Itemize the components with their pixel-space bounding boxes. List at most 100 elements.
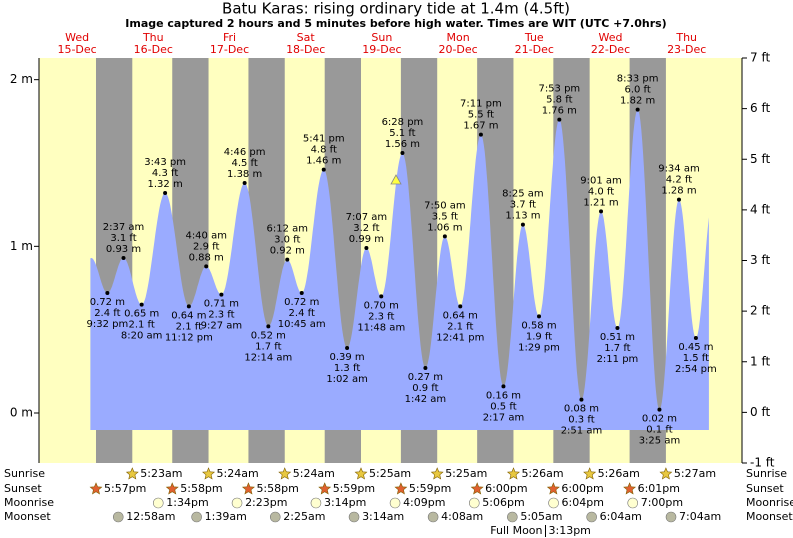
moonset-time: 5:05am	[520, 510, 562, 523]
tide-label: 11:12 pm	[165, 332, 213, 343]
tide-point	[364, 246, 369, 250]
y2-tick-label: 5 ft	[750, 152, 770, 166]
tide-label: 6:28 pm	[382, 117, 424, 128]
tide-point	[139, 302, 144, 307]
tide-point	[219, 292, 224, 297]
sun-icon	[659, 467, 673, 480]
tide-point	[635, 107, 640, 112]
sunset-time: 5:58pm	[180, 482, 222, 495]
tide-label: 10:45 am	[278, 319, 326, 330]
tide-label: 1:29 pm	[518, 342, 560, 353]
tide-label: 0.93 m	[106, 244, 141, 255]
moonrise-icon	[548, 497, 559, 509]
tide-point	[478, 132, 483, 137]
tide-area-group	[90, 109, 709, 430]
tide-label: 1.9 ft	[526, 331, 552, 342]
tide-label: 0.92 m	[270, 246, 305, 257]
moonrise-time: 1:34pm	[166, 496, 208, 509]
chart-subtitle: Image captured 2 hours and 5 minutes bef…	[125, 17, 666, 30]
tide-label: 1.82 m	[620, 96, 655, 107]
tide-label: 1.7 ft	[255, 341, 281, 352]
tide-point	[657, 407, 662, 412]
y-tick-label: 0 m	[10, 406, 33, 420]
row-label: Sunset	[746, 482, 784, 495]
moonset-icon	[427, 511, 439, 523]
moonrise-icon	[389, 497, 401, 509]
tide-label: 11:48 am	[357, 322, 405, 333]
tide-point	[266, 324, 271, 329]
weekday-label: Fri	[223, 31, 236, 44]
moonrise-icon	[627, 497, 639, 509]
date-label: 20-Dec	[438, 43, 477, 56]
weekday-label: Tue	[524, 31, 544, 44]
tide-point	[579, 397, 584, 402]
tide-label: 2.1 ft	[176, 321, 202, 332]
row-label: Moonrise	[746, 496, 793, 509]
tide-label: 7:11 pm	[460, 99, 502, 110]
tide-label: 4.3 ft	[152, 168, 178, 179]
y2-tick-label: 2 ft	[750, 304, 770, 318]
tide-label: 6:12 am	[267, 224, 309, 235]
y2-tick-label: 6 ft	[750, 101, 770, 115]
sunset-time: 6:01pm	[638, 482, 680, 495]
sun-icon	[583, 467, 597, 480]
date-label: 19-Dec	[362, 43, 401, 56]
moonrise-icon	[152, 497, 164, 509]
tide-label: 4.2 ft	[666, 175, 692, 186]
sun-icon	[89, 482, 103, 495]
tide-label: 5.1 ft	[389, 128, 415, 139]
tide-point	[599, 209, 604, 214]
tide-point	[105, 291, 110, 295]
moonset-time: 7:04am	[679, 510, 721, 523]
moonrise-time: 2:23pm	[245, 496, 287, 509]
tide-label: 9:01 am	[580, 175, 622, 186]
tide-point	[458, 304, 463, 309]
tide-label: 9:32 pm	[87, 319, 129, 330]
tide-label: 3.0 ft	[274, 235, 300, 246]
moonrise-time: 6:04pm	[562, 496, 604, 509]
tide-point	[345, 346, 350, 350]
tide-label: 12:41 pm	[436, 332, 484, 343]
tide-label: 7:50 am	[424, 200, 466, 211]
tide-point	[615, 326, 620, 330]
tide-label: 0.9 ft	[412, 383, 438, 394]
tide-label: 0.72 m	[284, 297, 319, 308]
sun-icon	[241, 482, 255, 495]
tide-label: 0.45 m	[678, 342, 713, 353]
tide-label: 0.64 m	[171, 310, 206, 321]
tide-point	[285, 257, 290, 262]
y2-tick-label: 7 ft	[750, 51, 770, 65]
tide-label: 3.1 ft	[110, 233, 136, 244]
tide-label: 2.3 ft	[368, 311, 394, 322]
tide-label: 4:40 am	[185, 230, 227, 241]
sun-icon	[430, 467, 444, 480]
tide-point	[501, 384, 506, 389]
moonset-icon	[348, 511, 360, 523]
tide-point	[299, 291, 304, 295]
tide-label: 2:11 pm	[597, 354, 639, 365]
tide-label: 3:43 pm	[144, 157, 186, 168]
tide-label: 1:02 am	[326, 374, 368, 385]
tide-label: 1.13 m	[505, 211, 540, 222]
moonset-time: 12:58am	[126, 510, 175, 523]
date-label: 21-Dec	[515, 43, 554, 56]
y2-tick-label: -1 ft	[750, 456, 775, 470]
sun-icon	[125, 467, 139, 480]
tide-label: 2.4 ft	[289, 308, 315, 319]
y2-tick-label: 4 ft	[750, 202, 770, 216]
tide-label: 2:51 am	[561, 426, 603, 437]
tide-label: 9:34 am	[658, 164, 700, 175]
tide-label: 12:14 am	[244, 352, 292, 363]
date-label: 17-Dec	[210, 43, 249, 56]
tide-label: 1.28 m	[661, 186, 696, 197]
moonrise-icon	[231, 497, 243, 509]
moonrise-time: 4:09pm	[403, 496, 445, 509]
tide-label: 5.8 ft	[546, 95, 572, 106]
weekday-label: Sun	[371, 31, 392, 44]
moonset-time: 4:08am	[441, 510, 483, 523]
sun-icon	[354, 467, 368, 480]
sun-icon	[546, 482, 560, 495]
tide-label: 1.7 ft	[604, 343, 630, 354]
tide-label: 0.70 m	[364, 300, 399, 311]
